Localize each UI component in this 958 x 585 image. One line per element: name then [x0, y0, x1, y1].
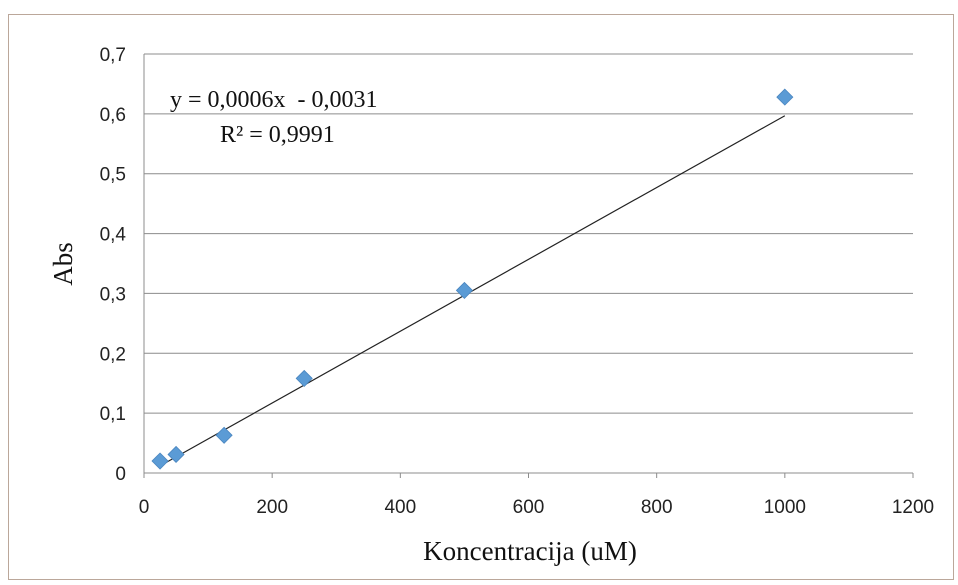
data-point-1	[167, 445, 185, 464]
x-tick-label-4: 800	[641, 497, 673, 518]
x-tick-label-6: 1200	[892, 497, 934, 518]
y-tick-label-1: 0,1	[100, 404, 126, 425]
data-point-4	[455, 281, 473, 300]
y-tick-label-4: 0,4	[100, 225, 127, 246]
y-tick-label-6: 0,6	[100, 105, 126, 126]
x-tick-label-0: 0	[139, 497, 150, 518]
data-point-0	[151, 452, 169, 470]
y-tick-label-2: 0,2	[100, 344, 126, 365]
x-tick-label-2: 400	[384, 497, 416, 518]
x-tick-label-3: 600	[513, 497, 545, 518]
y-axis-title: Abs	[48, 242, 78, 286]
data-points	[151, 88, 794, 470]
y-tick-label-5: 0,5	[100, 165, 126, 186]
y-tick-label-3: 0,3	[100, 284, 126, 305]
y-tick-label-7: 0,7	[100, 45, 126, 66]
data-point-2	[215, 426, 233, 444]
chart-frame	[8, 14, 954, 580]
x-tick-label-1: 200	[256, 497, 288, 518]
x-tick-label-5: 1000	[764, 497, 806, 518]
trendline-equation: y = 0,0006x - 0,0031	[170, 87, 378, 113]
grid-lines	[144, 53, 913, 414]
tick-labels: 0 0,1 0,2 0,3 0,4 0,5 0,6 0,7 0 200 400 600 800 1000 1…	[100, 45, 935, 518]
axes	[143, 54, 914, 478]
data-point-3	[295, 369, 313, 387]
x-axis-title: Koncentracija (uM)	[423, 536, 637, 566]
trendline-r2: R² = 0,9991	[220, 122, 335, 148]
y-tick-label-0: 0	[115, 464, 126, 485]
data-point-5	[776, 88, 794, 106]
